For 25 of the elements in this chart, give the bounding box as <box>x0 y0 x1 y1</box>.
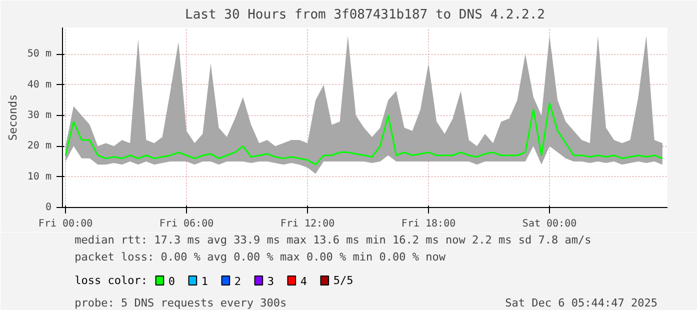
y-tick-label: 40 m <box>27 79 52 90</box>
text: median rtt: 17.3 ms avg 33.9 ms max 13.6 ms min 16.2 ms now 2.2 ms sd 7.8 am/s <box>74 234 592 246</box>
legend-title: loss color: <box>74 274 148 287</box>
legend-label: 3 <box>267 275 274 288</box>
legend-label: 5/5 <box>333 274 354 287</box>
text: Sat Dec 6 05:44:47 2025 <box>505 296 658 310</box>
legend-label: 0 <box>168 275 176 288</box>
y-tick-label: 0 <box>45 202 52 213</box>
x-tick-label: Fri 00:00 <box>38 218 93 230</box>
y-axis-title: Seconds <box>6 94 20 141</box>
legend-label: 4 <box>300 275 308 288</box>
x-tick-label: Fri 06:00 <box>159 218 214 230</box>
text: probe: 5 DNS requests every 300s <box>74 296 287 310</box>
y-tick-label: 20 m <box>27 140 52 152</box>
y-tick-label: 50 m <box>27 48 52 60</box>
legend-label: 1 <box>201 275 208 288</box>
y-tick-label: 10 m <box>27 171 52 182</box>
y-tick-label: 30 m <box>27 110 52 122</box>
text: packet loss: 0.00 % avg 0.00 % max 0.00 % min 0.00 % now <box>74 250 446 264</box>
legend-label: 2 <box>234 275 241 288</box>
x-tick-label: Fri 12:00 <box>280 218 335 230</box>
line-series <box>64 102 664 166</box>
chart-title: Last 30 Hours from 3f087431b187 to DNS 4.2.2.2 <box>184 8 546 22</box>
x-tick-label: Fri 18:00 <box>401 218 456 230</box>
x-tick-label: Sat 00:00 <box>522 218 577 230</box>
